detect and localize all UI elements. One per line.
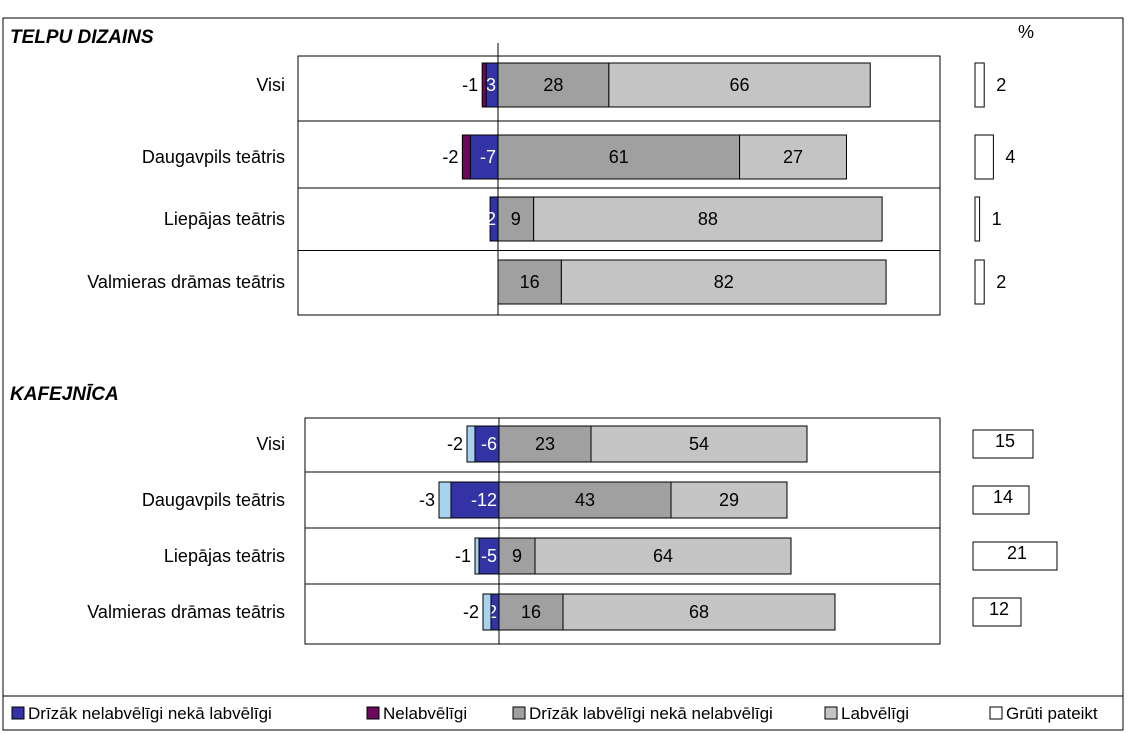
- bar-gruti-pateikt: [972, 541, 1058, 571]
- bar-labvel: [608, 62, 871, 108]
- bar-label: -1: [455, 546, 471, 566]
- bar-label: 66: [730, 75, 750, 95]
- bar-labvel: [739, 134, 847, 180]
- bar-label: 43: [575, 490, 595, 510]
- bar-nelabvel: [474, 537, 480, 575]
- bar-label: -2: [442, 147, 458, 167]
- plot-area-telpu: [297, 55, 941, 316]
- bar-label: 14: [993, 487, 1013, 507]
- category-label: Visi: [256, 434, 285, 454]
- legend-swatch: [824, 706, 838, 720]
- category-label: Liepājas teātris: [164, 546, 285, 566]
- bar-label: 27: [783, 147, 803, 167]
- section-title-telpu: TELPU DIZAINS: [10, 27, 154, 48]
- bar-label: 28: [543, 75, 563, 95]
- bar-label: -7: [480, 147, 496, 167]
- bar-label: -5: [481, 546, 497, 566]
- legend-label: Drīzāk labvēlīgi nekā nelabvēlīgi: [529, 704, 773, 723]
- bar-label: 2: [996, 272, 1006, 292]
- section-title-kafe: KAFEJNĪCA: [10, 384, 119, 405]
- bar-drizak-labvel: [498, 481, 672, 519]
- bar-nelabvel: [481, 62, 487, 108]
- bar-label: 16: [520, 272, 540, 292]
- bar-label: 82: [714, 272, 734, 292]
- category-label: Liepājas teātris: [164, 209, 285, 229]
- legend-swatch: [366, 706, 380, 720]
- bar-label: -2: [447, 434, 463, 454]
- bar-drizak-labvel: [498, 425, 592, 463]
- legend-swatch: [512, 706, 526, 720]
- bar-label: 15: [995, 431, 1015, 451]
- bar-label: 4: [1005, 147, 1015, 167]
- legend: Drīzāk nelabvēlīgi nekā labvēlīgi Nelabvē…: [11, 704, 1098, 723]
- category-label: Daugavpils teātris: [142, 490, 285, 510]
- bar-drizak-labvel: [498, 537, 536, 575]
- bar-label: 2: [996, 75, 1006, 95]
- bar-gruti-pateikt: [972, 429, 1034, 459]
- category-label: Visi: [256, 75, 285, 95]
- bar-gruti-pateikt: [974, 259, 985, 305]
- bar-gruti-pateikt: [974, 134, 994, 180]
- bar-gruti-pateikt: [972, 485, 1030, 515]
- bar-label: 23: [535, 434, 555, 454]
- bar-drizak-labvel: [498, 593, 564, 631]
- section-kafejnica: Visi -6 -2 23 54 15 Daugavpils teātris -12 -3 43 2…: [87, 418, 1058, 644]
- bar-label: 21: [1007, 543, 1027, 563]
- bar-label: -2: [480, 209, 496, 229]
- bar-label: 64: [653, 546, 673, 566]
- plot-area-kafe: [304, 417, 941, 645]
- legend-label: Nelabvēlīgi: [383, 704, 467, 723]
- category-label: Valmieras drāmas teātris: [87, 272, 285, 292]
- bar-label: 88: [698, 209, 718, 229]
- bar-drizak-nelabvel: [469, 134, 499, 180]
- bar-labvel: [562, 593, 836, 631]
- bar-labvel: [533, 196, 883, 242]
- bar-label: 9: [511, 209, 521, 229]
- category-label: Daugavpils teātris: [142, 147, 285, 167]
- bar-nelabvel: [482, 593, 492, 631]
- bar-labvel: [534, 537, 792, 575]
- legend-label: Grūti pateikt: [1006, 704, 1098, 723]
- bar-gruti-pateikt: [972, 597, 1022, 627]
- bar-label: 12: [989, 599, 1009, 619]
- bar-label: 16: [521, 602, 541, 622]
- legend-label: Labvēlīgi: [841, 704, 909, 723]
- legend-swatch: [989, 706, 1003, 720]
- bar-label: -6: [481, 434, 497, 454]
- bar-label: -1: [462, 75, 478, 95]
- bar-labvel: [590, 425, 808, 463]
- category-label: Valmieras drāmas teātris: [87, 602, 285, 622]
- bar-drizak-labvel: [497, 196, 535, 242]
- bar-label: 68: [689, 602, 709, 622]
- bar-nelabvel: [461, 134, 471, 180]
- bar-label: -3: [419, 490, 435, 510]
- bar-label: 54: [689, 434, 709, 454]
- legend-frame: [2, 695, 1124, 731]
- bar-labvel: [670, 481, 788, 519]
- bar-label: 9: [512, 546, 522, 566]
- bar-labvel: [560, 259, 887, 305]
- bar-label: 29: [719, 490, 739, 510]
- bar-drizak-labvel: [497, 134, 741, 180]
- percent-label: %: [1018, 22, 1034, 42]
- bar-label: 61: [609, 147, 629, 167]
- bar-label: 1: [992, 209, 1002, 229]
- bar-gruti-pateikt: [974, 62, 985, 108]
- bar-gruti-pateikt: [974, 196, 981, 242]
- bar-label: -12: [471, 490, 497, 510]
- legend-label: Drīzāk nelabvēlīgi nekā labvēlīgi: [28, 704, 272, 723]
- bar-nelabvel: [466, 425, 476, 463]
- bar-drizak-labvel: [497, 259, 562, 305]
- bar-nelabvel: [438, 481, 452, 519]
- legend-swatch: [11, 706, 25, 720]
- bar-label: -2: [463, 602, 479, 622]
